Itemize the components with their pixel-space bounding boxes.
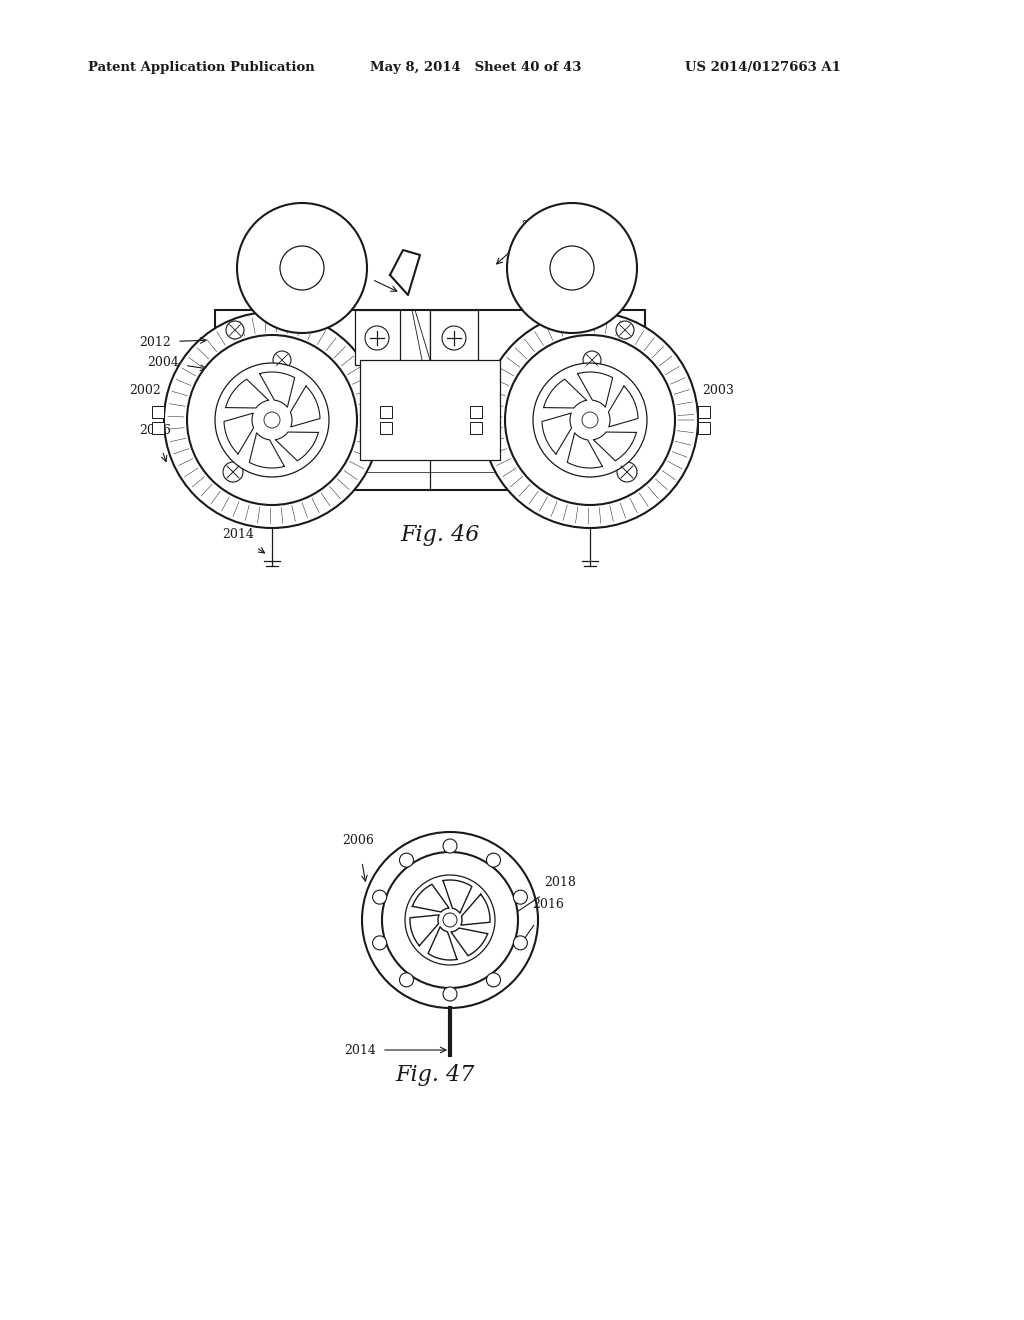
Circle shape (365, 326, 389, 350)
Text: 2014: 2014 (222, 528, 254, 541)
Circle shape (382, 851, 518, 987)
Circle shape (362, 832, 538, 1008)
Bar (355, 310, 400, 366)
Bar (698, 407, 710, 418)
Bar (430, 310, 478, 366)
Text: 2010: 2010 (268, 242, 300, 255)
Circle shape (442, 326, 466, 350)
Circle shape (486, 853, 501, 867)
Circle shape (273, 351, 291, 370)
Circle shape (513, 890, 527, 904)
Text: 2003: 2003 (702, 384, 734, 396)
Circle shape (399, 853, 414, 867)
Bar (380, 422, 392, 434)
Bar (470, 422, 482, 434)
Circle shape (373, 936, 387, 950)
Circle shape (215, 363, 329, 477)
Circle shape (443, 840, 457, 853)
Circle shape (406, 875, 495, 965)
Bar (360, 360, 500, 459)
Text: 2006: 2006 (342, 833, 374, 846)
Circle shape (223, 462, 243, 482)
Text: Patent Application Publication: Patent Application Publication (88, 62, 314, 74)
Circle shape (616, 321, 634, 339)
Text: 2018: 2018 (544, 876, 575, 890)
Text: Fig. 46: Fig. 46 (400, 524, 479, 546)
Circle shape (164, 312, 380, 528)
Circle shape (550, 246, 594, 290)
Circle shape (280, 246, 324, 290)
Bar (152, 407, 164, 418)
Text: 2006: 2006 (139, 424, 171, 437)
Circle shape (505, 335, 675, 506)
Circle shape (264, 412, 280, 428)
Bar (215, 310, 645, 490)
Text: 2004: 2004 (147, 355, 179, 368)
Circle shape (373, 890, 387, 904)
Circle shape (443, 913, 457, 927)
Bar (698, 422, 710, 434)
Polygon shape (390, 249, 420, 294)
Circle shape (399, 973, 414, 987)
Bar (152, 422, 164, 434)
Bar (470, 407, 482, 418)
Bar (380, 407, 392, 418)
Text: May 8, 2014   Sheet 40 of 43: May 8, 2014 Sheet 40 of 43 (370, 62, 582, 74)
Text: US 2014/0127663 A1: US 2014/0127663 A1 (685, 62, 841, 74)
Circle shape (534, 363, 647, 477)
Text: 2012: 2012 (139, 335, 171, 348)
Circle shape (617, 462, 637, 482)
Text: 2008: 2008 (336, 264, 368, 276)
Circle shape (486, 973, 501, 987)
Circle shape (187, 335, 357, 506)
Circle shape (443, 987, 457, 1001)
Circle shape (582, 412, 598, 428)
Circle shape (226, 321, 244, 339)
Circle shape (513, 936, 527, 950)
Text: 2002: 2002 (129, 384, 161, 396)
Text: Fig. 47: Fig. 47 (395, 1064, 475, 1086)
Circle shape (507, 203, 637, 333)
Text: 2016: 2016 (532, 899, 564, 912)
Text: 2000: 2000 (521, 220, 553, 234)
Text: 2014: 2014 (344, 1044, 376, 1056)
Circle shape (237, 203, 367, 333)
Circle shape (583, 351, 601, 370)
Circle shape (482, 312, 698, 528)
